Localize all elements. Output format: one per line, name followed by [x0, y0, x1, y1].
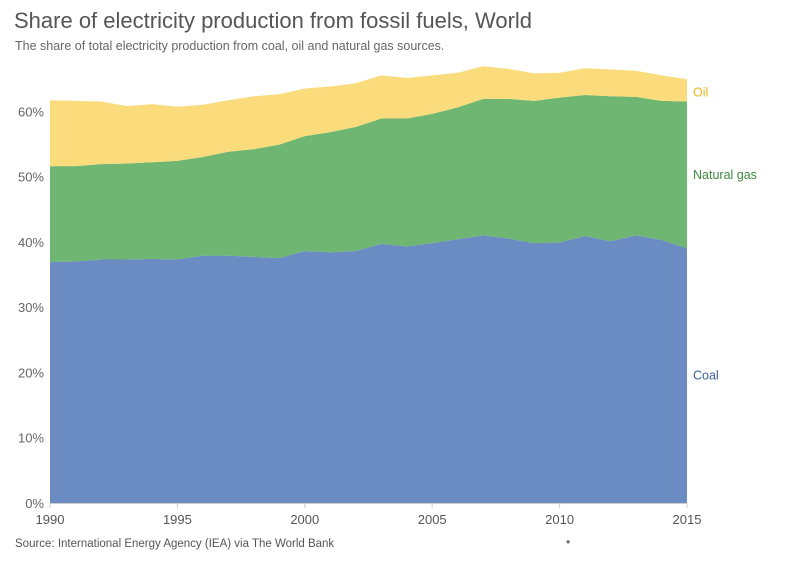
x-tick-label: 2015	[673, 512, 702, 527]
area-oil	[50, 66, 687, 167]
series-label-coal: Coal	[693, 369, 719, 383]
series-areas	[50, 66, 687, 503]
x-tick-label: 1990	[36, 512, 65, 527]
x-tick-label: 2010	[545, 512, 574, 527]
y-tick-label: 50%	[18, 170, 44, 185]
x-tick-label: 1995	[163, 512, 192, 527]
x-tick-label: 2000	[290, 512, 319, 527]
x-tick-label: 2005	[418, 512, 447, 527]
area-natural-gas	[50, 94, 687, 263]
series-labels: Coal Natural gas Oil	[693, 85, 757, 382]
series-label-natural-gas: Natural gas	[693, 168, 757, 182]
y-tick-label: 40%	[18, 235, 44, 250]
y-tick-label: 30%	[18, 300, 44, 315]
x-axis: 1990 1995 2000 2005 2010 2015	[36, 503, 702, 527]
y-tick-label: 10%	[18, 431, 44, 446]
y-tick-label: 20%	[18, 365, 44, 380]
source-note: Source: International Energy Agency (IEA…	[15, 538, 335, 550]
area-coal	[50, 235, 687, 503]
footer-dot: •	[566, 535, 571, 549]
y-tick-label: 0%	[25, 496, 44, 511]
chart-title: Share of electricity production from fos…	[14, 8, 533, 33]
series-label-oil: Oil	[693, 85, 708, 99]
y-tick-label: 60%	[18, 104, 44, 119]
y-axis: 0% 10% 20% 30% 40% 50% 60%	[18, 104, 44, 511]
chart-subtitle: The share of total electricity productio…	[15, 39, 445, 53]
